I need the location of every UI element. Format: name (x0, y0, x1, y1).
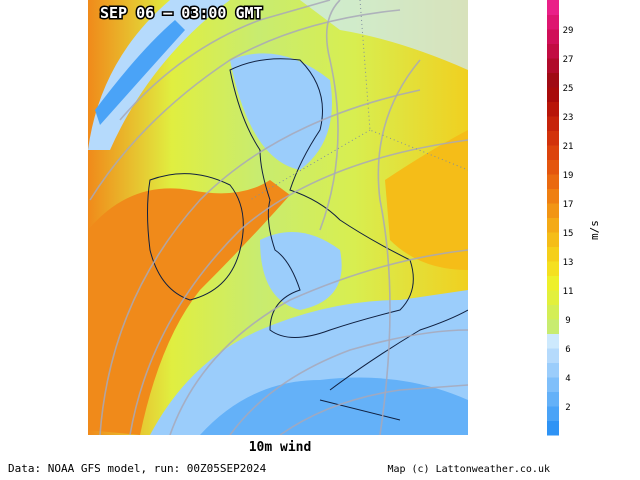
colorbar-swatch (547, 420, 559, 436)
streamlines (89, 0, 468, 435)
colorbar-swatch (547, 116, 559, 131)
colorbar-swatch (547, 159, 559, 175)
colorbar-swatch (547, 58, 559, 73)
colorbar-swatch (547, 290, 559, 305)
colorbar-swatch (547, 87, 559, 102)
colorbar-tick-label: 21 (563, 142, 574, 152)
colorbar-swatch (547, 43, 559, 59)
colorbar-swatch (547, 130, 559, 146)
colorbar-swatch (547, 406, 559, 421)
colorbar-tick-label: 2 (565, 403, 570, 413)
title: SEP 06 – 03:00 GMT (100, 4, 263, 22)
colorbar-swatch (547, 217, 559, 233)
colorbar-swatch (547, 319, 559, 334)
map-caption: 10m wind (249, 440, 312, 455)
colorbar-swatch (547, 232, 559, 247)
colorbar-swatch (547, 174, 559, 189)
colorbar-swatch (547, 304, 559, 320)
colorbar-swatch (547, 203, 559, 218)
colorbar-tick-label: 11 (563, 287, 574, 297)
colorbar-swatch (547, 188, 559, 204)
colorbar-tick-label: 17 (563, 200, 574, 210)
colorbar-swatch (547, 101, 559, 117)
colorbar-unit: m/s (588, 220, 601, 240)
map (88, 0, 468, 435)
colorbar-tick-label: 4 (565, 374, 570, 384)
colorbar-tick-label: 29 (563, 26, 574, 36)
colorbar-tick-label: 25 (563, 84, 574, 94)
colorbar-tick-label: 6 (565, 345, 570, 355)
colorbar-swatch (547, 362, 559, 378)
colorbar-tick-label: 15 (563, 229, 574, 239)
colorbar-swatch (547, 14, 559, 30)
data-source: Data: NOAA GFS model, run: 00Z05SEP2024 (8, 462, 267, 475)
colorbar-swatch (547, 261, 559, 276)
colorbar-tick-label: 23 (563, 113, 574, 123)
colorbar-swatch (547, 275, 559, 291)
colorbar-tick-label: 13 (563, 258, 574, 268)
map-credit: Map (c) Lattonweather.co.uk (387, 464, 550, 475)
colorbar-swatch (547, 377, 559, 392)
colorbar-swatch (547, 72, 559, 88)
colorbar-swatch (547, 29, 559, 44)
colorbar-swatch (547, 333, 559, 349)
colorbar-swatch (547, 145, 559, 160)
colorbar-tick-label: 27 (563, 55, 574, 65)
colorbar: 2 4 6 9 11 13 15 17 19 21 23 25 27 29 (547, 0, 573, 436)
colorbar-tick-label: 19 (563, 171, 574, 181)
colorbar-swatch (547, 348, 559, 363)
colorbar-tick-label: 9 (565, 316, 570, 326)
colorbar-swatch (547, 0, 559, 15)
colorbar-swatch (547, 246, 559, 262)
colorbar-swatch (547, 391, 559, 407)
